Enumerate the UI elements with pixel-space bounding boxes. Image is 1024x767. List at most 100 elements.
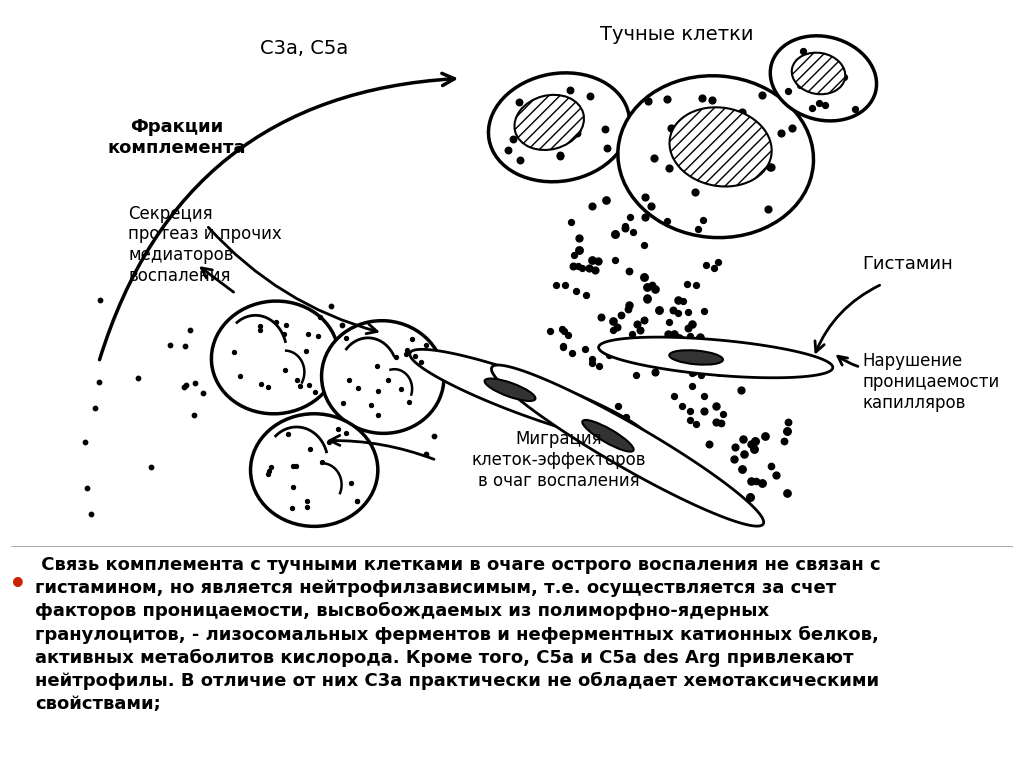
Point xyxy=(701,105,718,117)
Polygon shape xyxy=(599,337,833,378)
Point xyxy=(584,357,600,369)
Point xyxy=(684,318,700,331)
Point xyxy=(680,306,696,318)
Point xyxy=(564,260,581,272)
Text: С3а, С5а: С3а, С5а xyxy=(260,39,348,58)
Point xyxy=(607,228,624,240)
Point xyxy=(706,262,722,274)
Ellipse shape xyxy=(792,53,845,94)
Point xyxy=(647,282,664,295)
Polygon shape xyxy=(492,365,764,526)
Point xyxy=(733,463,750,475)
Point xyxy=(505,133,521,145)
Point xyxy=(593,311,609,323)
Point xyxy=(387,351,403,363)
Point xyxy=(403,332,420,344)
Point xyxy=(599,142,615,154)
Point xyxy=(182,324,199,336)
Point xyxy=(609,321,626,334)
Point xyxy=(562,216,579,229)
Point xyxy=(292,380,308,392)
Point xyxy=(407,350,423,362)
Point xyxy=(629,318,645,330)
Point xyxy=(511,114,527,127)
Ellipse shape xyxy=(484,379,536,401)
Point xyxy=(268,316,285,328)
Point xyxy=(512,154,528,166)
Point xyxy=(694,92,711,104)
Point xyxy=(500,144,516,156)
Point xyxy=(617,220,634,232)
Point xyxy=(162,338,178,351)
Point xyxy=(321,436,337,449)
Point xyxy=(511,97,527,109)
Point xyxy=(399,344,416,356)
Point xyxy=(709,400,725,413)
Point xyxy=(760,203,776,216)
Point xyxy=(718,153,734,166)
Point xyxy=(679,278,695,290)
Point xyxy=(370,408,386,420)
Point xyxy=(742,437,759,449)
Point xyxy=(734,433,751,445)
Text: Тучные клетки: Тучные клетки xyxy=(600,25,754,44)
Point xyxy=(597,341,613,353)
Point xyxy=(307,386,324,398)
Point xyxy=(691,331,708,344)
Point xyxy=(772,127,788,140)
Point xyxy=(330,423,346,435)
Point xyxy=(644,279,660,291)
Point xyxy=(596,404,612,416)
Point xyxy=(670,294,686,306)
Point xyxy=(682,414,698,426)
Text: Фракции
комплемента: Фракции комплемента xyxy=(108,117,247,156)
Point xyxy=(86,402,102,414)
Point xyxy=(526,139,543,151)
Point xyxy=(695,349,712,361)
Point xyxy=(314,456,331,469)
Point xyxy=(700,437,717,449)
Point xyxy=(622,211,638,223)
Point xyxy=(301,379,317,391)
Point xyxy=(757,430,773,443)
Point xyxy=(754,88,770,100)
Point xyxy=(670,308,686,320)
Point xyxy=(779,425,796,437)
Point xyxy=(684,357,700,370)
Text: Нарушение
проницаемости
капилляров: Нарушение проницаемости капилляров xyxy=(862,352,999,412)
Point xyxy=(556,324,572,337)
Point xyxy=(607,255,624,267)
Point xyxy=(658,93,675,105)
Point xyxy=(560,329,577,341)
Point xyxy=(682,405,698,417)
Point xyxy=(552,419,568,431)
Point xyxy=(637,190,653,202)
Point xyxy=(628,369,644,381)
Point xyxy=(742,476,759,488)
Point xyxy=(564,97,581,110)
Point xyxy=(671,332,687,344)
Point xyxy=(369,360,385,372)
Point xyxy=(708,416,724,428)
Point xyxy=(746,436,763,448)
Point xyxy=(585,254,601,266)
Point xyxy=(551,117,567,130)
Point xyxy=(554,323,570,335)
Point xyxy=(762,161,778,173)
Point xyxy=(605,324,622,336)
Point xyxy=(350,381,367,393)
Point xyxy=(513,117,529,129)
Point xyxy=(578,289,594,301)
Point xyxy=(847,103,863,115)
Point xyxy=(275,328,292,340)
Point xyxy=(674,400,690,412)
Point xyxy=(590,255,606,268)
Point xyxy=(625,226,641,239)
Point xyxy=(763,161,779,173)
Point xyxy=(298,495,314,508)
Point xyxy=(666,390,682,403)
Point xyxy=(392,383,409,395)
Point xyxy=(142,461,159,473)
Point xyxy=(584,353,600,365)
Point xyxy=(556,417,572,430)
